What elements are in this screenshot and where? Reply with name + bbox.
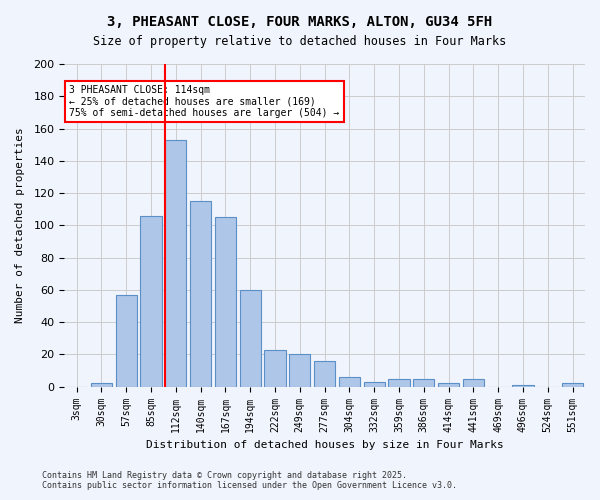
Bar <box>438 384 459 386</box>
Y-axis label: Number of detached properties: Number of detached properties <box>15 128 25 323</box>
Bar <box>140 216 161 386</box>
Bar <box>388 378 410 386</box>
Bar <box>190 201 211 386</box>
Text: 3 PHEASANT CLOSE: 114sqm
← 25% of detached houses are smaller (169)
75% of semi-: 3 PHEASANT CLOSE: 114sqm ← 25% of detach… <box>70 85 340 118</box>
Bar <box>339 377 360 386</box>
Bar <box>562 384 583 386</box>
Bar <box>463 378 484 386</box>
Bar <box>215 218 236 386</box>
Bar <box>239 290 261 386</box>
Text: 3, PHEASANT CLOSE, FOUR MARKS, ALTON, GU34 5FH: 3, PHEASANT CLOSE, FOUR MARKS, ALTON, GU… <box>107 15 493 29</box>
Bar <box>364 382 385 386</box>
Text: Size of property relative to detached houses in Four Marks: Size of property relative to detached ho… <box>94 35 506 48</box>
Bar <box>289 354 310 386</box>
Bar <box>265 350 286 387</box>
Bar <box>512 385 533 386</box>
X-axis label: Distribution of detached houses by size in Four Marks: Distribution of detached houses by size … <box>146 440 503 450</box>
Bar <box>116 294 137 386</box>
Bar <box>314 361 335 386</box>
Bar <box>165 140 187 386</box>
Bar <box>413 378 434 386</box>
Bar <box>91 384 112 386</box>
Text: Contains HM Land Registry data © Crown copyright and database right 2025.
Contai: Contains HM Land Registry data © Crown c… <box>42 470 457 490</box>
